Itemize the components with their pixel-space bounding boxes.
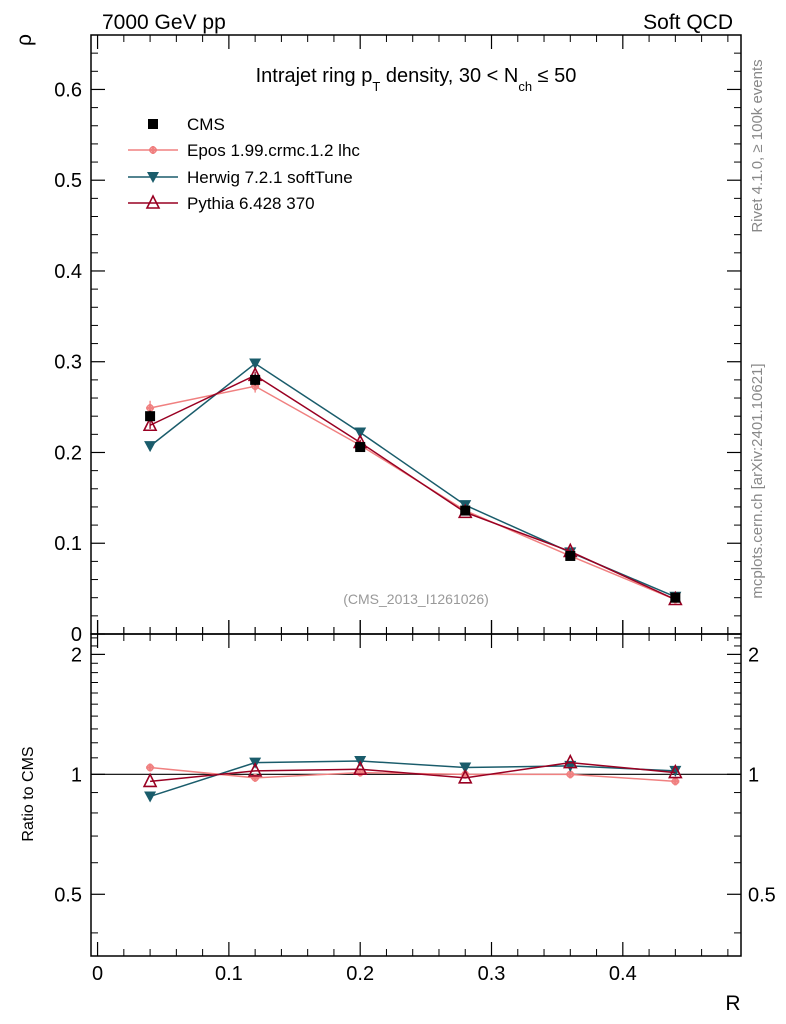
ratio-point — [668, 763, 683, 779]
ratio-series-2 — [142, 753, 683, 788]
plot-title: Intrajet ring pT density, 30 < Nch ≤ 50 — [256, 65, 577, 94]
data-point — [249, 358, 262, 370]
ratio-line — [150, 761, 676, 783]
y-tick-label: 0.6 — [54, 79, 82, 101]
rivet-label: Rivet 4.1.0, ≥ 100k events — [749, 59, 766, 232]
energy-label: 7000 GeV pp — [102, 11, 226, 34]
legend-marker-ring — [149, 146, 157, 154]
ratio-tick-label: 1 — [71, 764, 82, 786]
x-axis-ticks: 0 0.1 0.2 0.3 0.4 — [92, 35, 729, 985]
title-main: Intrajet ring p — [256, 65, 373, 87]
main-series — [142, 358, 683, 606]
legend: CMS Epos 1.99.crmc.1.2 lhc Herwig 7.2.1 so… — [128, 115, 360, 213]
ratio-tick-label-right: 1 — [748, 764, 759, 786]
series-line — [149, 362, 676, 598]
ratio-point — [562, 753, 578, 769]
x-tick-label: 0.4 — [609, 963, 637, 985]
x-tick-label: 0.1 — [215, 963, 243, 985]
ratio-tick-label-right: 0.5 — [748, 884, 776, 906]
legend-entry: Pythia 6.428 370 — [128, 194, 315, 213]
ratio-tick-label-right: 2 — [748, 644, 759, 666]
title-sub-ch: ch — [518, 79, 532, 94]
ratio-point — [144, 791, 157, 803]
data-point — [565, 550, 576, 561]
x-tick-label: 0 — [92, 963, 103, 985]
title-sub-t: T — [372, 79, 380, 94]
legend-label: Epos 1.99.crmc.1.2 lhc — [187, 141, 360, 160]
data-point — [145, 411, 156, 422]
ratio-tick-label: 2 — [71, 644, 82, 666]
ratio-y-axis-label: Ratio to CMS — [20, 746, 37, 841]
series-0 — [145, 374, 681, 603]
category-label: Soft QCD — [643, 11, 733, 34]
ratio-point — [247, 762, 263, 777]
legend-marker — [145, 194, 161, 209]
ratio-point — [457, 769, 473, 784]
ratio-tick-label: 0.5 — [54, 884, 82, 906]
ratio-point — [669, 765, 682, 777]
title-mid: density, 30 < N — [380, 65, 518, 87]
ratio-point — [352, 760, 368, 776]
legend-marker — [147, 172, 159, 183]
legend-entry: Epos 1.99.crmc.1.2 lhc — [128, 141, 360, 160]
ratio-plot-frame — [90, 633, 742, 957]
legend-label: Pythia 6.428 370 — [187, 194, 315, 213]
ratio-line — [149, 760, 676, 798]
data-point — [250, 374, 261, 385]
series-line — [149, 385, 676, 601]
y-tick-label: 0 — [71, 624, 82, 646]
ratio-point-ring — [146, 763, 154, 772]
main-axis-ticks: 0 0.1 0.2 0.3 0.4 0.5 0.6 — [54, 52, 741, 646]
x-tick-label: 0.3 — [478, 963, 506, 985]
y-tick-label: 0.3 — [54, 352, 82, 374]
data-point — [670, 592, 681, 603]
series-line — [149, 374, 676, 601]
data-point — [355, 442, 366, 453]
y-tick-label: 0.2 — [54, 442, 82, 464]
ratio-series-1 — [144, 756, 682, 803]
data-point — [144, 441, 157, 453]
legend-entry: Herwig 7.2.1 softTune — [128, 168, 353, 187]
x-tick-label: 0.2 — [346, 963, 374, 985]
ratio-axis-ticks: 0.5 0.5 1 1 2 2 — [54, 637, 776, 934]
y-tick-label: 0.1 — [54, 533, 82, 555]
data-point — [354, 427, 367, 439]
ratio-series — [142, 753, 683, 803]
legend-marker — [148, 119, 158, 129]
data-point — [460, 505, 471, 516]
x-axis-label: R — [725, 992, 740, 1015]
mcplots-label: mcplots.cern.ch [arXiv:2401.10621] — [749, 363, 766, 598]
ratio-point-ring — [251, 774, 259, 782]
y-tick-label: 0.5 — [54, 170, 82, 192]
series-1 — [146, 379, 680, 604]
data-point — [142, 416, 158, 432]
y-axis-label: ρ — [13, 34, 36, 46]
ratio-point — [459, 762, 472, 774]
legend-label: CMS — [187, 115, 225, 134]
legend-label: Herwig 7.2.1 softTune — [187, 168, 353, 187]
analysis-watermark: (CMS_2013_I1261026) — [343, 591, 489, 607]
legend-entry: CMS — [148, 115, 225, 134]
title-end: ≤ 50 — [532, 65, 576, 87]
ratio-point — [142, 772, 158, 788]
y-tick-label: 0.4 — [54, 261, 82, 283]
